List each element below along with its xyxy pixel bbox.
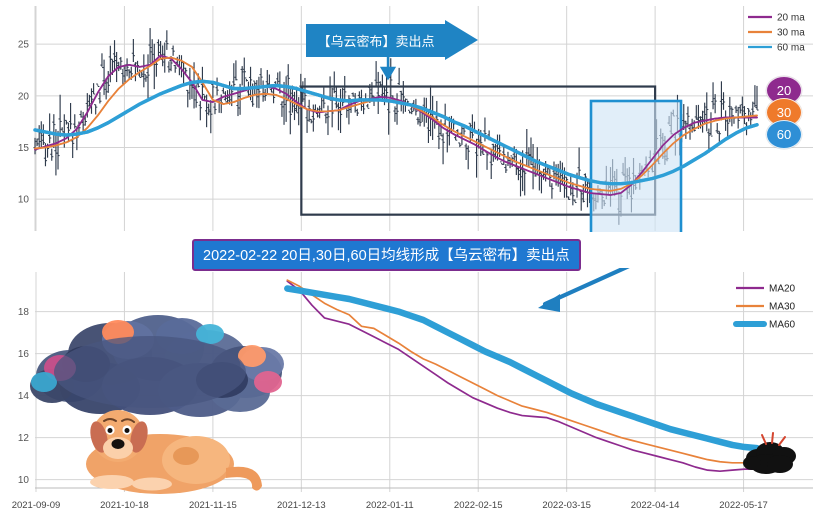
price-chart-panel: 10 15 20 25 20 ma 30 ma 60 ma 【乌云密布】卖出点 20 30 …: [0, 0, 813, 232]
series-MA60: [284, 285, 761, 452]
small-black-cloud-illustration: [743, 432, 796, 474]
series-60-ma-top: [33, 79, 759, 186]
svg-text:60 ma: 60 ma: [777, 43, 805, 54]
svg-text:2021-10-18: 2021-10-18: [100, 500, 149, 511]
badge-60: 60: [766, 120, 802, 149]
svg-text:14: 14: [18, 391, 30, 402]
svg-text:2022-01-11: 2022-01-11: [366, 500, 414, 511]
pointer-arrow-shaft: [542, 268, 630, 307]
sell-point-callout-banner: 【乌云密布】卖出点: [306, 20, 478, 60]
svg-text:20 ma: 20 ma: [777, 13, 805, 24]
svg-text:25: 25: [18, 40, 30, 51]
price-chart-svg: 10 15 20 25 20 ma 30 ma 60 ma: [18, 6, 813, 232]
pointer-arrow-head-icon: [538, 294, 560, 312]
svg-text:15: 15: [18, 143, 30, 154]
svg-text:20: 20: [18, 91, 30, 102]
svg-text:18: 18: [18, 307, 30, 318]
svg-text:2022-02-15: 2022-02-15: [454, 500, 503, 511]
badge-30-label: 30: [776, 105, 792, 120]
svg-text:2022-03-15: 2022-03-15: [542, 500, 591, 511]
ma-detail-chart-svg: 10 12 14 16 18 2021-09-09 2021-10-18 2021-11-15…: [12, 268, 813, 511]
badge-60-label: 60: [776, 127, 792, 142]
series-MA30: [286, 279, 758, 464]
svg-text:MA20: MA20: [769, 284, 796, 295]
callout-down-arrow-icon: [379, 57, 397, 81]
storm-cloud-illustration: [30, 315, 284, 417]
ma-badge-group: 20 30 60: [766, 76, 806, 149]
svg-text:MA30: MA30: [769, 302, 796, 313]
ma-detail-chart-legend: MA20 MA30 MA60: [733, 284, 796, 331]
svg-text:MA60: MA60: [769, 320, 796, 331]
svg-text:30 ma: 30 ma: [777, 28, 805, 39]
svg-text:10: 10: [18, 195, 30, 206]
chart-title-text: 2022-02-22 20日,30日,60日均线形成【乌云密布】卖出点: [203, 248, 570, 264]
series-MA20: [286, 280, 758, 473]
svg-text:2021-09-09: 2021-09-09: [12, 500, 61, 511]
svg-text:10: 10: [18, 475, 30, 486]
svg-text:2021-11-15: 2021-11-15: [189, 500, 237, 511]
lightning-icon: [761, 432, 786, 446]
svg-text:2021-12-13: 2021-12-13: [277, 500, 326, 511]
candlestick-group: [33, 28, 759, 225]
callout-banner-label: 【乌云密布】卖出点: [317, 34, 435, 49]
highlight-rect: [589, 99, 683, 232]
callout-banner-body: 【乌云密布】卖出点: [306, 24, 446, 57]
worried-dog-illustration: [86, 410, 262, 494]
chart-title-callout: 2022-02-22 20日,30日,60日均线形成【乌云密布】卖出点: [192, 239, 581, 271]
svg-text:2022-05-17: 2022-05-17: [719, 500, 768, 511]
svg-text:2022-04-14: 2022-04-14: [631, 500, 680, 511]
badge-20-label: 20: [776, 83, 792, 98]
callout-arrow-head-icon: [445, 20, 478, 60]
price-chart-legend: 20 ma 30 ma 60 ma: [748, 13, 805, 54]
svg-text:12: 12: [18, 433, 30, 444]
svg-text:16: 16: [18, 349, 30, 360]
ma-detail-chart-panel: 10 12 14 16 18 2021-09-09 2021-10-18 2021-11-15…: [0, 268, 813, 520]
